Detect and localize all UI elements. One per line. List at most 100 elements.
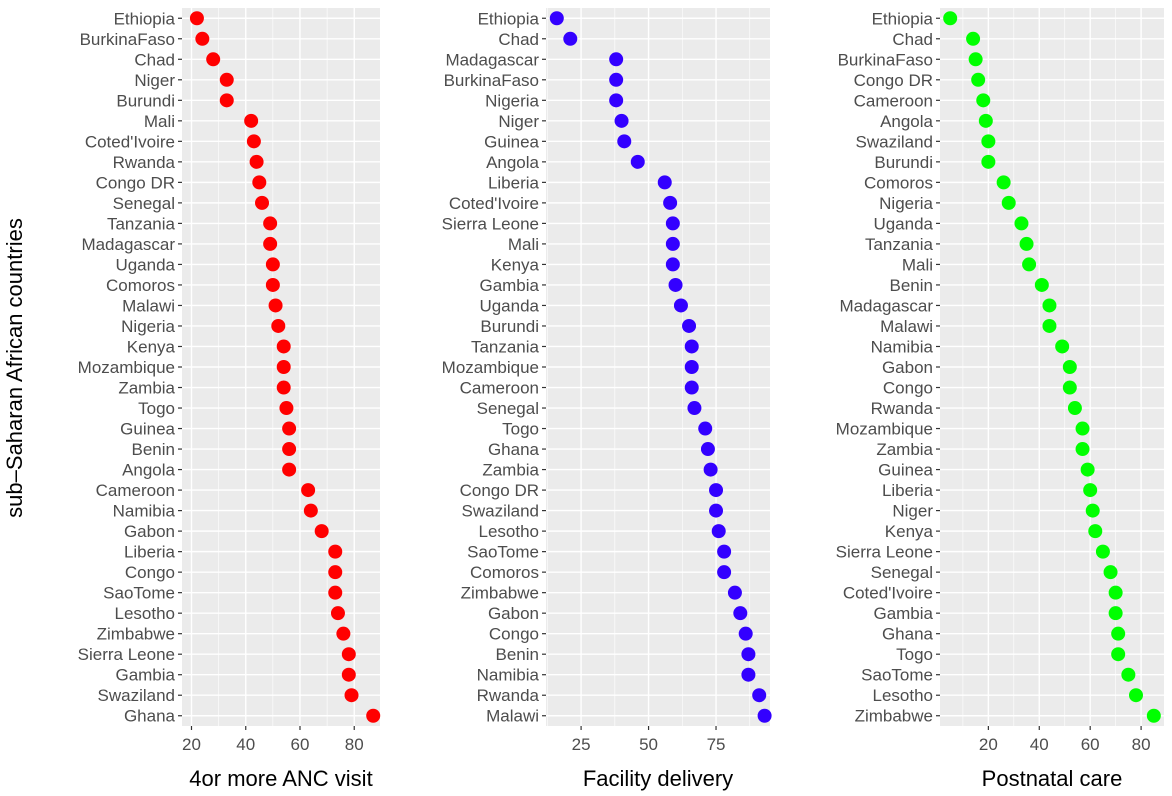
data-point <box>727 585 742 600</box>
data-point <box>703 462 718 477</box>
data-point <box>341 667 356 682</box>
y-tick-label: Ghana <box>488 440 540 459</box>
y-tick-label: Ghana <box>882 625 934 644</box>
y-tick-label: Togo <box>896 645 933 664</box>
data-point <box>1111 647 1126 662</box>
y-tick-label: Gabon <box>124 522 175 541</box>
y-tick-label: Swaziland <box>856 132 934 151</box>
data-point <box>1075 421 1090 436</box>
data-point <box>733 606 748 621</box>
y-tick-label: Chad <box>498 30 539 49</box>
y-tick-label: Liberia <box>882 481 934 500</box>
data-point <box>757 708 772 723</box>
data-point <box>1022 257 1037 272</box>
data-point <box>563 31 578 46</box>
y-tick-label: Senegal <box>113 194 175 213</box>
y-tick-label: Rwanda <box>871 399 934 418</box>
y-tick-label: Namibia <box>113 502 176 521</box>
y-tick-label: Togo <box>138 399 175 418</box>
y-tick-label: Mali <box>144 112 175 131</box>
y-tick-label: Uganda <box>479 296 539 315</box>
x-tick-label: 20 <box>979 735 998 754</box>
y-axis-title: sub–Saharan African countries <box>2 218 27 518</box>
y-tick-label: Lesotho <box>479 522 540 541</box>
data-point <box>1108 606 1123 621</box>
data-point <box>981 154 996 169</box>
y-tick-label: Sierra Leone <box>442 214 539 233</box>
data-point <box>976 93 991 108</box>
data-point <box>1042 298 1057 313</box>
y-tick-label: BurkinaFaso <box>444 71 539 90</box>
y-tick-label: Swaziland <box>462 502 540 521</box>
data-point <box>314 524 329 539</box>
data-point <box>614 113 629 128</box>
y-tick-label: Comoros <box>106 276 175 295</box>
y-tick-label: Madagascar <box>839 296 933 315</box>
data-point <box>263 236 278 251</box>
data-point <box>1146 708 1161 723</box>
y-tick-label: Malawi <box>486 707 539 726</box>
y-tick-label: Tanzania <box>865 235 934 254</box>
data-point <box>271 318 286 333</box>
data-point <box>255 195 270 210</box>
y-tick-label: Zimbabwe <box>855 707 933 726</box>
data-point <box>609 72 624 87</box>
data-point <box>328 565 343 580</box>
y-tick-label: Nigeria <box>485 91 539 110</box>
y-tick-label: Benin <box>496 645 539 664</box>
data-point <box>244 113 259 128</box>
y-tick-label: Mozambique <box>836 420 933 439</box>
data-point <box>1062 360 1077 374</box>
x-tick-label: 80 <box>1132 735 1151 754</box>
y-tick-label: Madagascar <box>81 235 175 254</box>
data-point <box>1111 626 1126 641</box>
y-tick-label: Lesotho <box>115 604 176 623</box>
x-axis-title: Postnatal care <box>982 766 1123 791</box>
data-point <box>663 195 678 210</box>
x-tick-label: 50 <box>639 735 658 754</box>
data-point <box>282 462 297 477</box>
y-tick-label: Congo DR <box>96 173 175 192</box>
y-tick-label: Namibia <box>871 337 934 356</box>
y-tick-label: Kenya <box>491 255 540 274</box>
data-point <box>268 298 283 313</box>
data-point <box>752 688 767 703</box>
y-tick-label: Gabon <box>488 604 539 623</box>
y-tick-label: Cameroon <box>96 481 175 500</box>
data-point <box>303 503 318 518</box>
data-point <box>682 318 697 333</box>
data-point <box>219 72 234 87</box>
y-tick-label: Congo DR <box>460 481 539 500</box>
y-tick-label: Swaziland <box>98 686 176 705</box>
x-tick-label: 40 <box>1030 735 1049 754</box>
data-point <box>1129 688 1143 703</box>
y-tick-label: Coted'Ivoire <box>85 132 175 151</box>
y-tick-label: Kenya <box>127 337 176 356</box>
y-tick-label: Ethiopia <box>478 9 540 28</box>
data-point <box>1014 216 1029 231</box>
y-tick-label: Namibia <box>477 666 540 685</box>
data-point <box>709 483 724 498</box>
y-tick-label: Gambia <box>479 276 539 295</box>
y-tick-label: Benin <box>890 276 933 295</box>
y-tick-label: Liberia <box>124 543 176 562</box>
y-tick-label: SaoTome <box>861 666 933 685</box>
y-tick-label: Gambia <box>873 604 933 623</box>
y-tick-label: BurkinaFaso <box>838 50 933 69</box>
y-tick-label: Guinea <box>484 132 539 151</box>
y-tick-label: Mozambique <box>78 358 175 377</box>
x-tick-label: 60 <box>1081 735 1100 754</box>
x-tick-label: 75 <box>707 735 726 754</box>
y-tick-label: Gabon <box>882 358 933 377</box>
y-tick-label: Lesotho <box>873 686 934 705</box>
y-tick-label: Zambia <box>876 440 933 459</box>
data-point <box>741 647 756 662</box>
y-tick-label: Ghana <box>124 707 176 726</box>
y-tick-label: Zambia <box>118 379 175 398</box>
data-point <box>609 52 624 67</box>
data-point <box>741 667 756 682</box>
data-point <box>978 113 993 128</box>
y-tick-label: Guinea <box>120 420 175 439</box>
y-tick-label: Sierra Leone <box>78 645 175 664</box>
y-tick-label: Madagascar <box>445 50 539 69</box>
